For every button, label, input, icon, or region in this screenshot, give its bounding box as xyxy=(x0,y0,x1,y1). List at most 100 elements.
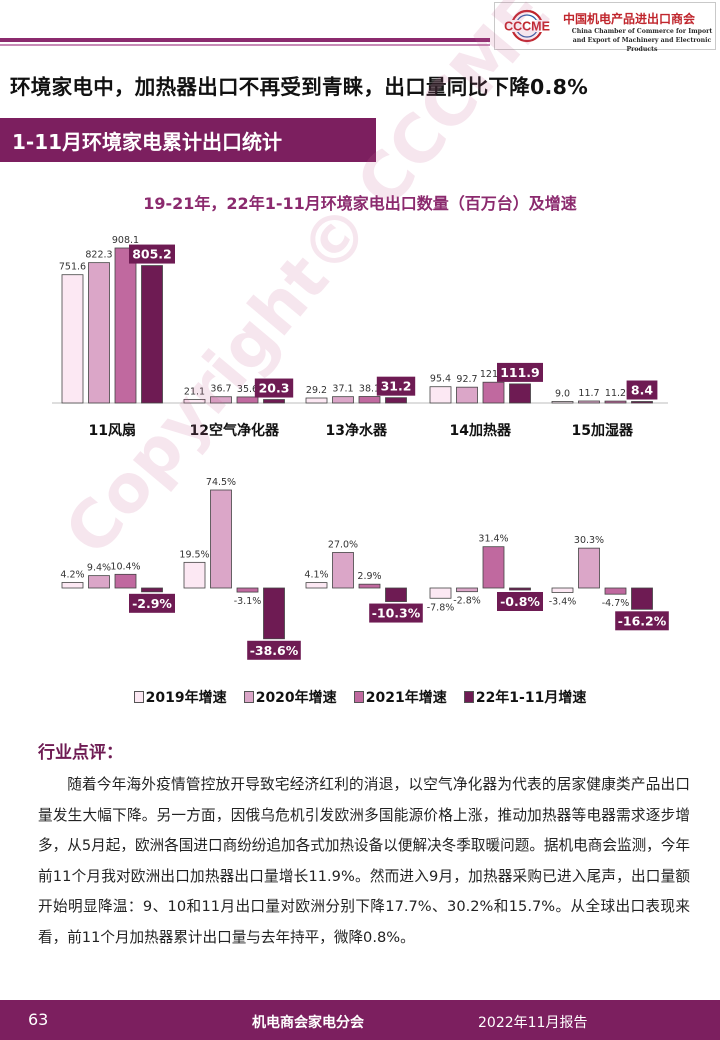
bar-qty-label-bg xyxy=(626,380,658,400)
logo-text: CCCME xyxy=(504,20,550,34)
bar-growth xyxy=(385,587,407,602)
bar-qty-label-bg xyxy=(497,362,543,382)
bar-growth xyxy=(236,587,259,593)
legend-item-2022: 22年1-11月增速 xyxy=(463,687,587,707)
bar-growth xyxy=(88,575,110,589)
legend-label-2019: 2019年增速 xyxy=(145,689,227,706)
legend-label-2020: 2020年增速 xyxy=(255,689,337,706)
bar-qty-label: 29.2 xyxy=(306,385,327,396)
bar-growth-label: 4.2% xyxy=(60,569,84,580)
chart-title: 19-21年，22年1-11月环境家电出口数量（百万台）及增速 xyxy=(143,194,577,213)
bar-growth xyxy=(305,582,328,589)
org-logo: CCCME 中国机电产品进出口商会 China Chamber of Comme… xyxy=(494,2,716,53)
bar-growth-label: 31.4% xyxy=(478,534,508,545)
bar-qty xyxy=(236,396,259,404)
bar-growth-label-bg xyxy=(369,603,423,623)
bar-growth-label: -16.2% xyxy=(618,613,667,628)
bar-qty-label: 111.9 xyxy=(500,365,540,380)
bar-qty-label: 35.6 xyxy=(237,384,258,395)
bar-growth xyxy=(210,489,232,589)
bar-qty-label: 36.7 xyxy=(210,384,231,395)
bar-growth xyxy=(358,583,381,589)
bar-growth-label: 2.9% xyxy=(357,571,381,582)
bar-qty-label: 121.8 xyxy=(480,369,507,380)
bar-qty xyxy=(509,383,531,404)
bar-qty-label: 11.2 xyxy=(605,388,626,399)
legend-label-2022: 22年1-11月增速 xyxy=(475,689,587,706)
bar-growth xyxy=(114,573,137,589)
bar-growth-label: 4.1% xyxy=(304,570,328,581)
bar-growth-label: 19.5% xyxy=(179,549,209,560)
legend-item-2020: 2020年增速 xyxy=(243,687,337,707)
bar-qty-label: 805.2 xyxy=(132,247,172,262)
bar-qty xyxy=(141,265,163,404)
bar-growth xyxy=(482,546,505,589)
header-rule xyxy=(0,38,490,42)
section-title: 1-11月环境家电累计出口统计 xyxy=(12,130,283,154)
bar-qty xyxy=(183,398,206,404)
bar-growth-label-bg xyxy=(615,611,669,631)
bar-growth-label: 74.5% xyxy=(206,477,236,488)
bar-qty xyxy=(456,386,478,404)
bar-qty xyxy=(114,247,137,404)
bar-growth-label: -7.8% xyxy=(427,602,455,613)
bar-qty xyxy=(210,396,232,404)
bar-growth xyxy=(456,587,478,593)
bar-qty-label: 92.7 xyxy=(456,374,477,385)
bar-growth xyxy=(429,587,452,599)
org-name-en: China Chamber of Commerce for Import and… xyxy=(571,28,713,53)
bar-growth xyxy=(263,587,285,640)
page-headline: 环境家电中，加热器出口不再受到青睐，出口量同比下降0.8% xyxy=(10,75,589,99)
bar-growth xyxy=(631,587,653,610)
bar-growth-label: -3.1% xyxy=(234,596,262,607)
bar-growth xyxy=(141,587,163,593)
bar-qty-label: 95.4 xyxy=(430,374,451,385)
legend-swatch-2020 xyxy=(243,690,254,703)
bar-growth-label: 9.4% xyxy=(87,563,111,574)
chart-legend: 2019年增速 2020年增速 2021年增速 22年1-11月增速 xyxy=(0,686,720,707)
bar-growth xyxy=(183,561,206,589)
bar-qty xyxy=(482,381,505,404)
bar-qty xyxy=(332,396,354,404)
category-label: 12空气净化器 xyxy=(190,422,280,439)
bar-qty xyxy=(631,401,653,404)
bar-qty xyxy=(551,401,574,404)
bar-qty xyxy=(429,386,452,404)
category-label: 14加热器 xyxy=(450,422,512,439)
footer-report-date: 2022年11月报告 xyxy=(478,1015,588,1031)
bar-growth xyxy=(604,587,627,595)
bar-growth-label: -0.8% xyxy=(500,594,540,609)
legend-item-2019: 2019年增速 xyxy=(133,687,227,707)
legend-swatch-2019 xyxy=(133,690,144,703)
bar-qty xyxy=(305,397,328,404)
category-label: 15加湿器 xyxy=(572,423,634,439)
bar-qty-label: 21.1 xyxy=(184,386,205,397)
bar-growth-label-bg xyxy=(247,640,301,660)
bar-growth-label-bg xyxy=(129,593,175,613)
bar-growth-label: -4.7% xyxy=(602,598,630,609)
category-label: 13净水器 xyxy=(326,422,388,439)
bar-growth-label: -3.4% xyxy=(549,596,577,607)
bar-qty-label: 822.3 xyxy=(85,250,112,261)
bar-growth-label: 10.4% xyxy=(110,561,140,572)
bar-qty-label: 37.1 xyxy=(332,384,353,395)
legend-swatch-2021 xyxy=(353,690,364,703)
bar-growth-label: 30.3% xyxy=(574,535,604,546)
bar-qty-label: 9.0 xyxy=(555,388,570,399)
section-banner xyxy=(0,118,376,162)
legend-item-2021: 2021年增速 xyxy=(353,687,447,707)
bar-growth-label: -2.9% xyxy=(132,596,172,611)
bar-qty xyxy=(604,400,627,404)
legend-label-2021: 2021年增速 xyxy=(365,689,447,706)
bar-growth-label-bg xyxy=(497,592,543,611)
bar-qty-label-bg xyxy=(129,244,175,264)
bar-qty xyxy=(358,396,381,404)
bar-qty xyxy=(385,397,407,404)
bar-growth-label: -2.8% xyxy=(453,596,481,607)
bar-qty-label: 38.1 xyxy=(359,383,380,394)
bar-growth xyxy=(61,582,84,589)
bar-qty xyxy=(61,274,84,404)
bar-qty-label: 751.6 xyxy=(59,262,86,273)
footer-bar xyxy=(0,1000,720,1040)
